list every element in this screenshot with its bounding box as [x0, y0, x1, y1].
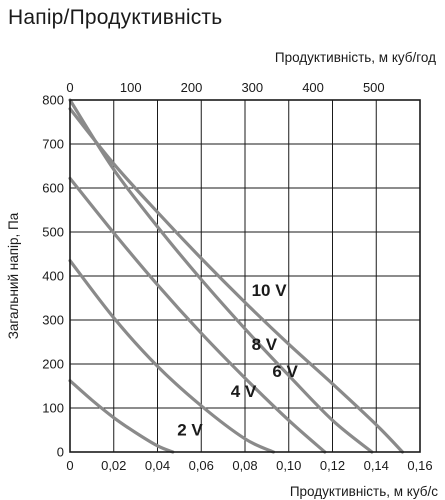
y-ticks: 0 100 200 300 400 500 600 700 800 — [42, 93, 64, 460]
x2-tick-label: 200 — [181, 80, 203, 95]
x-tick-label: 0,16 — [407, 458, 432, 473]
x-tick-label: 0,14 — [364, 458, 389, 473]
x-tick-label: 0 — [66, 458, 73, 473]
curve-label: 10 V — [252, 281, 288, 300]
x-tick-label: 0,02 — [101, 458, 126, 473]
curves — [68, 98, 405, 454]
x-tick-label: 0,12 — [320, 458, 345, 473]
curve-8v — [68, 98, 374, 454]
curve-label: 2 V — [177, 420, 203, 439]
x-axis-title: Продуктивність, м куб/с — [290, 484, 438, 499]
curve-label: 4 V — [231, 382, 257, 401]
y-tick-label: 600 — [42, 181, 64, 196]
y-tick-label: 300 — [42, 313, 64, 328]
x2-tick-label: 0 — [66, 80, 73, 95]
y-tick-label: 400 — [42, 269, 64, 284]
y-tick-label: 500 — [42, 225, 64, 240]
y-tick-label: 700 — [42, 137, 64, 152]
x-tick-label: 0,10 — [276, 458, 301, 473]
x2-tick-label: 400 — [302, 80, 324, 95]
curve-label: 6 V — [272, 362, 298, 381]
plot-frame — [69, 99, 421, 453]
y-tick-label: 100 — [42, 401, 64, 416]
y-tick-label: 800 — [42, 93, 64, 108]
x-tick-label: 0,08 — [232, 458, 257, 473]
x2-tick-label: 100 — [120, 80, 142, 95]
x2-axis-title: Продуктивність, м куб/год — [275, 50, 436, 65]
curve-2v — [68, 379, 175, 454]
curve-6v — [68, 176, 327, 454]
x2-tick-label: 300 — [241, 80, 263, 95]
curve-labels: 2 V 4 V 6 V 8 V 10 V — [177, 281, 298, 439]
x2-tick-label: 500 — [363, 80, 385, 95]
curve-label: 8 V — [252, 335, 278, 354]
chart-title: Напір/Продуктивність — [8, 6, 223, 29]
x2-ticks: 0 100 200 300 400 500 — [66, 80, 384, 95]
y-tick-label: 0 — [57, 445, 64, 460]
x-tick-label: 0,06 — [189, 458, 214, 473]
y-tick-label: 200 — [42, 357, 64, 372]
curve-10v — [68, 107, 405, 454]
x-tick-label: 0,04 — [145, 458, 170, 473]
x-ticks: 0 0,02 0,04 0,06 0,08 0,10 0,12 0,14 0,16 — [66, 458, 432, 473]
curve-4v — [68, 259, 276, 454]
y-axis-title: Загальний напір, Па — [6, 212, 21, 339]
